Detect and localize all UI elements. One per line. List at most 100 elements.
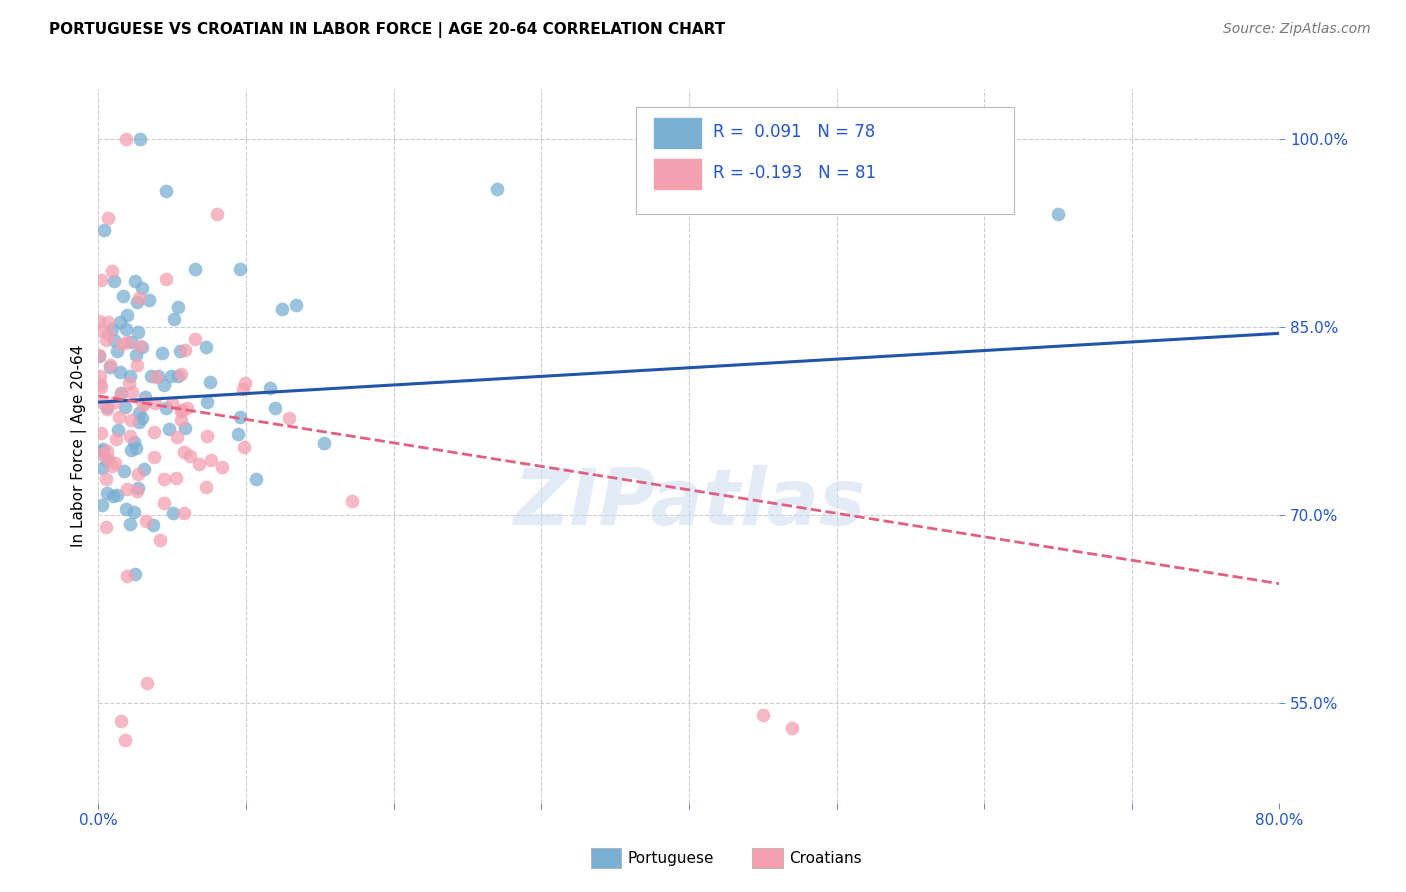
Point (97, 315, 120, 329)
Point (163, 312, 186, 326)
FancyBboxPatch shape (636, 107, 1014, 214)
Point (115, 132, 138, 146)
Point (94, 472, 117, 486)
Point (155, 272, 177, 286)
Point (233, 441, 256, 455)
Point (114, 733, 136, 747)
Point (108, 409, 131, 424)
Point (152, 472, 174, 486)
Point (87, 314, 110, 328)
Point (131, 398, 153, 412)
Point (90, 447, 112, 461)
Point (104, 432, 127, 446)
Point (103, 274, 125, 288)
Point (112, 289, 135, 303)
Point (115, 482, 138, 496)
Point (134, 390, 156, 404)
Y-axis label: In Labor Force | Age 20-64: In Labor Force | Age 20-64 (72, 345, 87, 547)
Point (271, 302, 294, 317)
Point (143, 450, 166, 464)
Point (264, 401, 287, 415)
Point (245, 472, 267, 486)
Point (91, 442, 114, 456)
Point (173, 507, 195, 521)
Point (127, 325, 149, 339)
Point (96, 402, 118, 417)
Point (96, 401, 118, 415)
Point (278, 411, 301, 425)
Point (155, 401, 177, 416)
Point (128, 132, 150, 146)
Point (153, 496, 176, 510)
Point (184, 332, 207, 346)
Point (97, 211, 120, 225)
Point (149, 533, 172, 547)
Point (132, 462, 155, 476)
Point (174, 343, 197, 358)
Point (122, 435, 145, 450)
Point (211, 459, 233, 474)
Point (128, 415, 150, 429)
Point (110, 386, 132, 401)
Point (183, 261, 205, 276)
Point (90, 498, 112, 512)
Point (145, 369, 167, 384)
Point (187, 457, 209, 471)
Point (146, 369, 169, 384)
Point (150, 346, 173, 360)
Point (110, 315, 132, 329)
Point (198, 375, 221, 389)
Point (110, 387, 132, 401)
Point (89, 443, 111, 458)
Point (89, 368, 111, 383)
Point (142, 518, 165, 533)
Point (143, 425, 166, 440)
Point (176, 401, 198, 415)
Text: PORTUGUESE VS CROATIAN IN LABOR FORCE | AGE 20-64 CORRELATION CHART: PORTUGUESE VS CROATIAN IN LABOR FORCE | … (49, 22, 725, 38)
Point (173, 445, 195, 459)
Text: R = -0.193   N = 81: R = -0.193 N = 81 (713, 164, 876, 182)
Point (103, 333, 125, 347)
Point (235, 376, 257, 391)
Point (120, 443, 142, 458)
Point (94, 520, 117, 534)
Point (173, 421, 195, 435)
Point (100, 459, 122, 474)
Point (169, 412, 191, 426)
Point (157, 422, 180, 436)
Point (152, 377, 174, 392)
Point (120, 516, 142, 531)
Text: ZIPatlas: ZIPatlas (513, 465, 865, 541)
Point (160, 368, 183, 383)
Point (312, 435, 335, 450)
Point (167, 301, 190, 315)
Text: Portuguese: Portuguese (627, 852, 714, 866)
Point (195, 395, 218, 409)
Point (162, 396, 184, 410)
Point (170, 367, 193, 381)
Point (229, 261, 252, 276)
Point (98, 360, 121, 375)
Point (91, 461, 114, 475)
Point (125, 295, 148, 310)
Point (90, 380, 112, 394)
Point (229, 409, 252, 424)
Point (200, 453, 222, 467)
Point (120, 428, 142, 442)
Point (194, 340, 217, 354)
Point (285, 298, 308, 312)
Point (120, 335, 142, 350)
Point (340, 493, 363, 508)
Point (124, 274, 146, 288)
Point (135, 676, 157, 690)
Point (89, 323, 111, 337)
Point (90, 273, 112, 287)
Point (125, 358, 148, 372)
Point (127, 481, 149, 495)
Point (96, 453, 118, 467)
Text: Source: ZipAtlas.com: Source: ZipAtlas.com (1223, 22, 1371, 37)
Point (101, 321, 124, 335)
Point (259, 381, 281, 395)
Point (114, 502, 136, 516)
Point (135, 514, 157, 528)
